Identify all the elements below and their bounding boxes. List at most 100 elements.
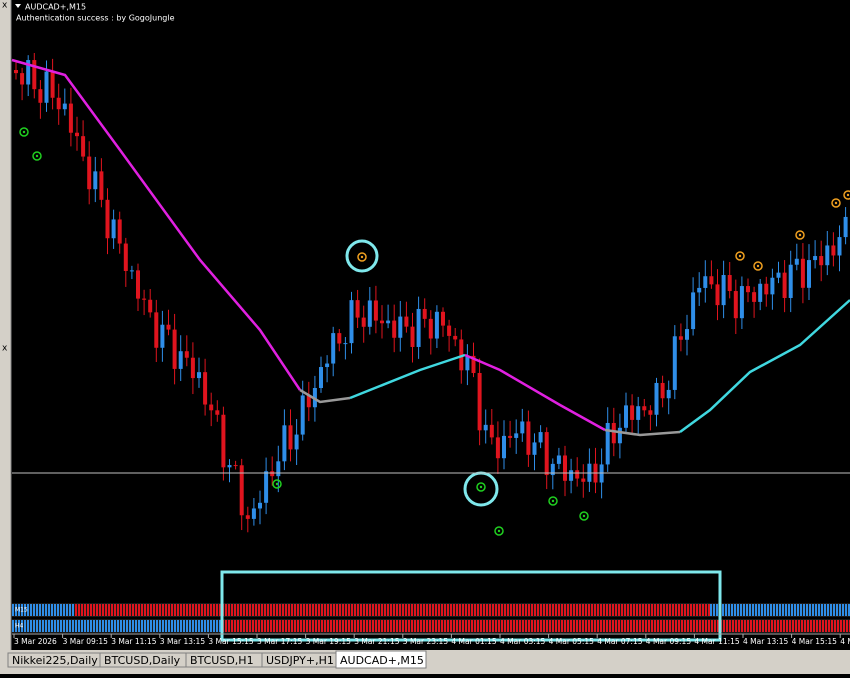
strip-cell: [732, 620, 734, 632]
strip-cell: [189, 620, 191, 632]
strip-cell: [636, 604, 638, 616]
tab-label[interactable]: Nikkei225,Daily: [12, 654, 98, 667]
strip-cell: [444, 604, 446, 616]
strip-cell: [734, 604, 736, 616]
close-icon[interactable]: x: [2, 1, 8, 11]
strip-cell: [348, 604, 350, 616]
strip-cell: [842, 604, 844, 616]
strip-cell: [776, 604, 778, 616]
strip-cell: [585, 620, 587, 632]
strip-cell: [785, 604, 787, 616]
strip-cell: [372, 604, 374, 616]
tab-label[interactable]: USDJPY+,H1: [266, 654, 334, 667]
strip-cell: [717, 620, 719, 632]
strip-cell: [774, 620, 776, 632]
strip-cell: [693, 604, 695, 616]
strip-cell: [258, 620, 260, 632]
strip-cell: [687, 604, 689, 616]
strip-cell: [735, 620, 737, 632]
strip-cell: [459, 604, 461, 616]
strip-cell: [441, 604, 443, 616]
strip-cell: [297, 604, 299, 616]
candle-body: [428, 318, 433, 339]
strip-cell: [471, 604, 473, 616]
strip-cell: [117, 620, 119, 632]
strip-cell: [351, 604, 353, 616]
strip-cell: [795, 620, 797, 632]
strip-cell: [612, 604, 614, 616]
strip-cell: [501, 604, 503, 616]
strip-cell: [123, 620, 125, 632]
candle-body: [50, 71, 55, 98]
strip-cell: [120, 620, 122, 632]
tab-label[interactable]: BTCUSD,H1: [190, 654, 254, 667]
strip-cell: [96, 604, 98, 616]
strip-cell: [150, 604, 152, 616]
strip-cell: [387, 620, 389, 632]
strip-cell: [633, 620, 635, 632]
strip-cell: [321, 604, 323, 616]
strip-cell: [746, 604, 748, 616]
time-axis: 3 Mar 2026 3 Mar 09:15 3 Mar 11:15 3 Mar 13…: [13, 634, 850, 646]
strip-cell: [624, 604, 626, 616]
strip-cell: [483, 620, 485, 632]
strip-cell: [405, 604, 407, 616]
candle-body: [697, 287, 702, 293]
strip-cell: [54, 604, 56, 616]
strip-cell: [813, 620, 815, 632]
strip-cell: [657, 620, 659, 632]
time-label: 3 Mar 13:15: [160, 637, 206, 646]
time-label: 3 Mar 21:15: [354, 637, 400, 646]
strip-cell: [627, 604, 629, 616]
strip-cell: [740, 604, 742, 616]
strip-cell: [675, 604, 677, 616]
strip-cell: [609, 604, 611, 616]
strip-cell: [555, 604, 557, 616]
strip-cell: [270, 620, 272, 632]
strip-cell: [396, 604, 398, 616]
strip-cell: [393, 604, 395, 616]
strip-cell: [24, 604, 26, 616]
strip-cell: [141, 620, 143, 632]
candle-body: [367, 300, 372, 327]
strip-cell: [174, 620, 176, 632]
strip-cell: [789, 620, 791, 632]
strip-cell: [330, 604, 332, 616]
strip-cell: [630, 620, 632, 632]
strip-cell: [462, 604, 464, 616]
strip-cell: [630, 604, 632, 616]
strip-cell: [803, 604, 805, 616]
strip-cell: [504, 620, 506, 632]
strip-cell: [543, 604, 545, 616]
strip-cell: [827, 604, 829, 616]
strip-cell: [663, 604, 665, 616]
strip-cell: [791, 604, 793, 616]
strip-cell: [645, 604, 647, 616]
strip-cell: [255, 604, 257, 616]
strip-cell: [564, 620, 566, 632]
tab-label[interactable]: AUDCAD+,M15: [340, 654, 424, 667]
strip-cell: [78, 620, 80, 632]
strip-cell: [228, 604, 230, 616]
strip-cell: [201, 620, 203, 632]
menu-arrow[interactable]: [15, 4, 21, 8]
strip-cell: [812, 604, 814, 616]
strip-cell: [648, 604, 650, 616]
tab-label[interactable]: BTCUSD,Daily: [104, 654, 181, 667]
strip-cell: [654, 604, 656, 616]
strip-cell: [839, 604, 841, 616]
candle-body: [727, 275, 732, 292]
candle-body: [526, 421, 531, 455]
close-icon[interactable]: x: [2, 344, 8, 354]
candle-body: [178, 351, 183, 369]
strip-cell: [288, 604, 290, 616]
strip-cell: [48, 620, 50, 632]
strip-cell: [171, 620, 173, 632]
strip-cell: [426, 620, 428, 632]
tab[interactable]: [335, 650, 427, 669]
strip-cell: [843, 620, 845, 632]
strip-cell: [716, 604, 718, 616]
strip-cell: [90, 604, 92, 616]
strip-cell: [806, 604, 808, 616]
strip-cell: [755, 604, 757, 616]
